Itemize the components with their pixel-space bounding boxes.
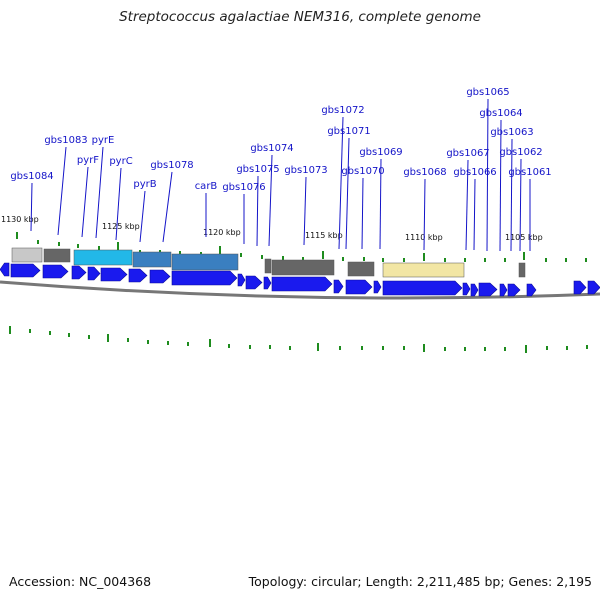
gene-arrow bbox=[587, 280, 600, 295]
gene-leader-line bbox=[30, 182, 33, 232]
gene-label: gbs1074 bbox=[250, 143, 293, 154]
gene-leader-line bbox=[139, 190, 146, 243]
gene-arrow bbox=[499, 283, 508, 297]
gene-label: pyrB bbox=[133, 179, 156, 190]
gene-leader-line bbox=[57, 146, 67, 236]
gene-label: gbs1067 bbox=[446, 148, 489, 159]
gene-label: gbs1069 bbox=[359, 147, 402, 158]
gene-label: gbs1061 bbox=[508, 167, 551, 178]
gene-label: pyrF bbox=[77, 155, 99, 166]
gene-leader-line bbox=[303, 176, 307, 246]
gene-arrow bbox=[171, 270, 238, 286]
gene-arrow bbox=[462, 282, 471, 296]
gene-arrow bbox=[71, 265, 87, 280]
accession-label: Accession: NC_004368 bbox=[9, 574, 152, 589]
gene-arrow bbox=[333, 279, 344, 294]
gene-label: carB bbox=[195, 181, 218, 192]
gene-arrow bbox=[100, 267, 128, 282]
annotation-block bbox=[382, 262, 465, 278]
gene-label: gbs1063 bbox=[490, 127, 533, 138]
gene-leader-line bbox=[379, 158, 382, 250]
gene-label: gbs1065 bbox=[466, 87, 509, 98]
gene-leader-line bbox=[256, 175, 259, 247]
annotation-block bbox=[271, 259, 335, 276]
annotation-block bbox=[132, 251, 172, 268]
gene-arrow bbox=[149, 269, 171, 284]
gene-label: gbs1064 bbox=[479, 108, 522, 119]
gene-leader-line bbox=[115, 167, 122, 241]
gene-arrow bbox=[87, 266, 101, 281]
gene-label: gbs1075 bbox=[236, 164, 279, 175]
gene-leader-line bbox=[338, 116, 344, 250]
gene-arrow bbox=[526, 283, 537, 297]
gene-label: gbs1071 bbox=[327, 126, 370, 137]
gene-arrow bbox=[245, 275, 263, 290]
gene-arrow bbox=[507, 283, 521, 297]
gene-leader-line bbox=[95, 146, 104, 239]
gene-label: gbs1066 bbox=[453, 167, 496, 178]
gene-label: gbs1068 bbox=[403, 167, 446, 178]
gene-arrow bbox=[478, 282, 498, 297]
gene-leader-line bbox=[499, 119, 502, 252]
gene-label: gbs1072 bbox=[321, 105, 364, 116]
annotation-block bbox=[347, 261, 375, 277]
gene-arrow bbox=[345, 279, 373, 295]
scale-label: 1105 kbp bbox=[505, 233, 543, 242]
gene-label: gbs1062 bbox=[499, 147, 542, 158]
gene-arrow bbox=[373, 280, 382, 294]
gene-leader-line bbox=[486, 98, 489, 252]
gene-label: pyrE bbox=[92, 135, 115, 146]
gene-arrow bbox=[237, 273, 246, 287]
scale-label: 1115 kbp bbox=[305, 231, 343, 240]
gene-arrow bbox=[10, 263, 41, 278]
gene-arrow bbox=[263, 276, 272, 290]
gene-arrow bbox=[470, 283, 479, 297]
gene-leader-line bbox=[473, 178, 476, 251]
gene-arrow bbox=[382, 280, 463, 296]
gene-arrow bbox=[0, 262, 10, 277]
gene-label: gbs1076 bbox=[222, 182, 265, 193]
gene-label: pyrC bbox=[109, 156, 132, 167]
gene-leader-line bbox=[345, 137, 350, 250]
genome-title: Streptococcus agalactiae NEM316, complet… bbox=[119, 9, 481, 25]
gene-leader-line bbox=[81, 166, 89, 238]
gene-leader-line bbox=[465, 159, 469, 251]
gene-leader-line bbox=[519, 158, 522, 252]
genome-backbone bbox=[0, 280, 600, 300]
scale-label: 1130 kbp bbox=[1, 215, 39, 224]
gene-leader-line bbox=[510, 138, 513, 252]
scale-label: 1120 kbp bbox=[203, 228, 241, 237]
gene-leader-line bbox=[423, 178, 426, 251]
genome-summary: Topology: circular; Length: 2,211,485 bp… bbox=[248, 574, 592, 589]
gene-leader-line bbox=[268, 154, 273, 247]
gene-arrow bbox=[573, 280, 587, 295]
gene-arrow bbox=[128, 268, 148, 283]
annotation-block bbox=[43, 248, 71, 263]
gene-arrow bbox=[42, 264, 69, 279]
gene-label: gbs1073 bbox=[284, 165, 327, 176]
gene-label: gbs1078 bbox=[150, 160, 193, 171]
annotation-block bbox=[171, 253, 239, 271]
annotation-block bbox=[264, 258, 272, 274]
annotation-block bbox=[518, 262, 526, 278]
gene-leader-line bbox=[361, 177, 364, 250]
annotation-block bbox=[73, 249, 133, 266]
gene-label: gbs1070 bbox=[341, 166, 384, 177]
scale-label: 1125 kbp bbox=[102, 222, 140, 231]
annotation-block bbox=[11, 247, 43, 263]
gene-leader-line bbox=[162, 171, 173, 243]
gene-arrow bbox=[271, 276, 333, 292]
gene-label: gbs1084 bbox=[10, 171, 53, 182]
gene-label: gbs1083 bbox=[44, 135, 87, 146]
